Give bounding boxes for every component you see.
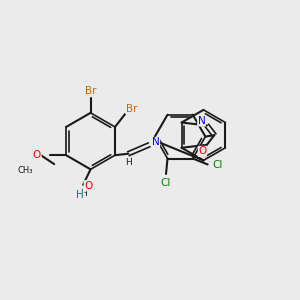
- Text: O: O: [84, 181, 92, 191]
- Text: H: H: [76, 190, 84, 200]
- Text: O: O: [33, 150, 41, 160]
- Text: Cl: Cl: [161, 178, 171, 188]
- Text: N: N: [198, 116, 206, 126]
- Text: O: O: [198, 146, 207, 156]
- Text: H: H: [80, 189, 86, 198]
- Text: Cl: Cl: [212, 160, 222, 170]
- Text: Br: Br: [126, 103, 137, 113]
- Text: CH₃: CH₃: [18, 166, 33, 175]
- Text: Br: Br: [85, 86, 96, 96]
- Text: H: H: [125, 158, 132, 166]
- Text: N: N: [152, 137, 160, 147]
